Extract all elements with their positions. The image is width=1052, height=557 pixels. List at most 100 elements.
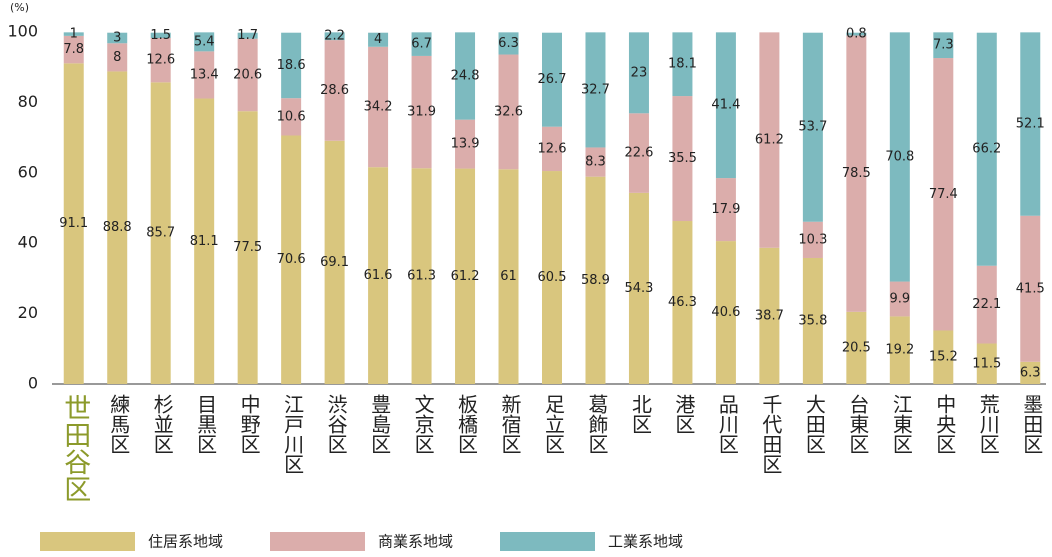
value-label: 9.9 xyxy=(889,291,910,306)
bar-segment xyxy=(672,96,693,222)
bar-segment xyxy=(846,32,867,36)
bar-segment xyxy=(628,192,649,384)
value-label: 13.4 xyxy=(190,67,219,82)
bar-segment xyxy=(802,257,823,384)
bar-segment xyxy=(585,32,606,148)
bar-segment xyxy=(715,32,736,179)
value-label: 20.5 xyxy=(842,340,871,355)
value-label: 61.6 xyxy=(364,268,393,283)
value-label: 34.2 xyxy=(364,99,393,114)
bar-segment xyxy=(368,167,389,384)
bar-segment xyxy=(281,98,302,136)
bar-segment xyxy=(889,281,910,317)
value-label: 5.4 xyxy=(194,34,215,49)
bar-segment xyxy=(542,171,562,384)
value-label: 61 xyxy=(500,269,517,284)
value-label: 6.3 xyxy=(498,36,519,51)
bar-segment xyxy=(194,51,215,99)
bar-segment xyxy=(107,71,128,384)
x-tick-label: 大田区 xyxy=(802,394,826,454)
value-label: 35.8 xyxy=(798,313,827,328)
y-tick-label: 0 xyxy=(28,374,38,393)
bar-segment xyxy=(455,168,476,384)
bar-segment xyxy=(63,63,84,384)
bar-segment xyxy=(281,32,302,99)
y-tick-label: 100 xyxy=(7,22,38,41)
value-label: 77.5 xyxy=(233,240,262,255)
value-label: 53.7 xyxy=(798,120,827,135)
bar-segment xyxy=(455,119,476,169)
x-tick-label: 杉並区 xyxy=(150,394,174,454)
value-label: 12.6 xyxy=(146,53,175,68)
y-tick-label: 60 xyxy=(18,162,38,181)
bar-segment xyxy=(411,32,432,56)
value-label: 6.3 xyxy=(1020,365,1041,380)
bar-segment xyxy=(281,135,302,384)
legend-swatch xyxy=(40,532,135,551)
value-label: 70.6 xyxy=(277,252,306,267)
bar-segment xyxy=(368,32,389,47)
value-label: 31.9 xyxy=(407,105,436,120)
value-label: 23 xyxy=(631,65,648,80)
legend-swatch xyxy=(500,532,595,551)
bar-segment xyxy=(237,111,258,384)
bar-segment xyxy=(759,247,780,384)
value-label: 85.7 xyxy=(146,226,175,241)
value-label: 12.6 xyxy=(538,141,567,156)
value-label: 1.5 xyxy=(150,28,171,43)
bar-segment xyxy=(1020,32,1041,216)
value-label: 46.3 xyxy=(668,295,697,310)
x-tick-label: 新宿区 xyxy=(498,394,522,454)
bar-segment xyxy=(324,140,345,384)
value-label: 11.5 xyxy=(972,356,1001,371)
value-label: 8.3 xyxy=(585,155,606,170)
value-label: 18.6 xyxy=(277,58,306,73)
x-tick-label: 豊島区 xyxy=(368,394,392,454)
value-label: 60.5 xyxy=(538,270,567,285)
value-label: 40.6 xyxy=(711,305,740,320)
value-label: 1 xyxy=(70,27,78,42)
x-tick-label: 荒川区 xyxy=(976,394,1000,454)
x-tick-label: 千代田区 xyxy=(759,394,783,474)
value-label: 58.9 xyxy=(581,273,610,288)
bar-segment xyxy=(237,38,258,112)
y-tick-label: 40 xyxy=(18,233,38,252)
value-label: 91.1 xyxy=(59,216,88,231)
value-label: 35.5 xyxy=(668,151,697,166)
value-label: 77.4 xyxy=(929,187,958,202)
bar-segment xyxy=(107,43,128,72)
value-label: 61.2 xyxy=(451,269,480,284)
x-tick-label: 目黒区 xyxy=(194,394,218,454)
x-tick-label: 江戸川区 xyxy=(281,394,305,474)
value-label: 54.3 xyxy=(624,281,653,296)
value-label: 7.8 xyxy=(63,42,84,57)
bar-segment xyxy=(889,32,910,282)
bar-segment xyxy=(976,265,997,344)
value-label: 32.6 xyxy=(494,104,523,119)
bar-segment xyxy=(194,32,215,52)
bar-segment xyxy=(542,126,562,172)
bar-segment xyxy=(63,32,84,36)
bar-segment xyxy=(150,37,171,83)
x-tick-label: 北区 xyxy=(628,394,652,434)
value-label: 22.1 xyxy=(972,297,1001,312)
x-tick-label: 中央区 xyxy=(933,394,957,454)
value-label: 38.7 xyxy=(755,308,784,323)
bar-segment xyxy=(455,32,476,120)
value-label: 41.5 xyxy=(1016,281,1045,296)
x-tick-label: 文京区 xyxy=(411,394,435,454)
value-label: 3 xyxy=(113,30,121,45)
value-label: 61.3 xyxy=(407,269,436,284)
bar-segment xyxy=(498,54,519,170)
y-tick-label: 20 xyxy=(18,303,38,322)
legend-label: 住居系地域 xyxy=(148,533,223,551)
value-label: 22.6 xyxy=(624,146,653,161)
value-label: 70.8 xyxy=(885,149,914,164)
bar-segment xyxy=(672,221,693,384)
bar-segment xyxy=(63,35,84,64)
value-label: 41.4 xyxy=(711,98,740,113)
x-tick-label: 板橋区 xyxy=(455,394,479,454)
value-label: 0.8 xyxy=(846,27,867,42)
x-tick-label: 港区 xyxy=(672,394,696,434)
bar-segment xyxy=(933,58,954,331)
